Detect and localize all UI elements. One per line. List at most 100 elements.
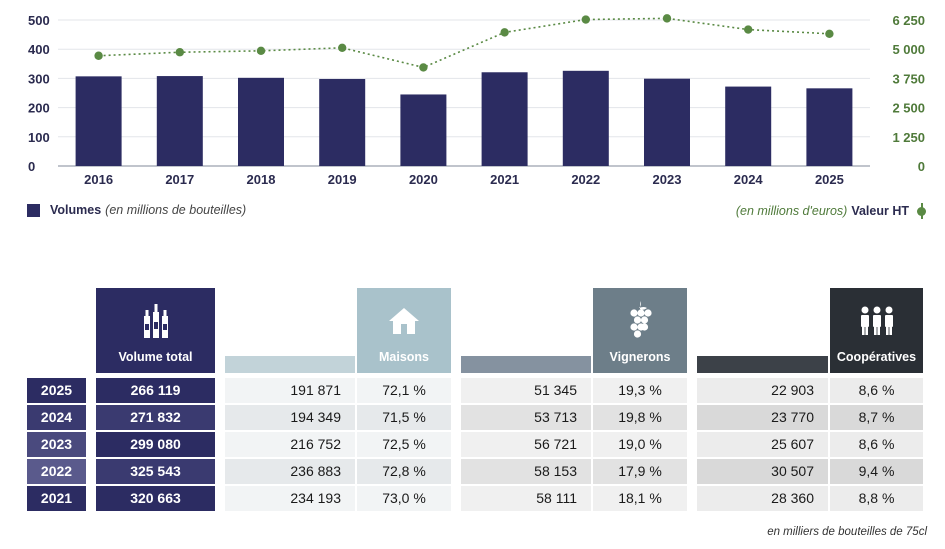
maisons-strip (225, 356, 355, 373)
table-row: 2025 266 119 191 871 72,1 % 51 345 19,3 % 22 9… (0, 378, 945, 403)
valeur-point-2023 (662, 14, 672, 23)
grapes-icon (593, 300, 687, 340)
y-left-tick-label: 500 (28, 13, 50, 28)
valeur-point-2024 (744, 25, 753, 34)
maisons-value: 216 752 (225, 432, 355, 457)
maisons-pct: 71,5 % (357, 405, 451, 430)
bar-2023 (644, 78, 690, 166)
bar-2025 (806, 88, 853, 166)
legend-valeur-label: Valeur HT (851, 204, 909, 218)
coop-value: 23 770 (697, 405, 828, 430)
header-maisons-label: Maisons (378, 350, 429, 364)
table-row: 2024 271 832 194 349 71,5 % 53 713 19,8 % 23 7… (0, 405, 945, 430)
year-cell: 2023 (27, 432, 86, 457)
maisons-pct: 72,5 % (357, 432, 451, 457)
total-cell: 299 080 (96, 432, 215, 457)
total-cell: 325 543 (96, 459, 215, 484)
valeur-point-2022 (581, 15, 590, 24)
legend-valeur-unit: (en millions d'euros) (735, 204, 848, 218)
vignerons-value: 51 345 (461, 378, 591, 403)
valeur-point-2025 (825, 29, 834, 38)
maisons-value: 236 883 (225, 459, 355, 484)
coop-strip (697, 356, 828, 373)
bar-2017 (156, 76, 203, 166)
header-total-label: Volume total (118, 350, 193, 364)
x-tick-label: 2017 (165, 172, 194, 187)
year-cell: 2021 (27, 486, 86, 511)
valeur-point-2020 (419, 63, 428, 72)
legend-volumes-label: Volumes (50, 203, 102, 217)
maisons-value: 191 871 (225, 378, 355, 403)
coop-value: 22 903 (697, 378, 828, 403)
vignerons-pct: 19,0 % (593, 432, 687, 457)
valeur-point-2017 (175, 48, 184, 57)
table-row: 2023 299 080 216 752 72,5 % 56 721 19,0 % 25 6… (0, 432, 945, 457)
table-row: 2022 325 543 236 883 72,8 % 58 153 17,9 % 30 5… (0, 459, 945, 484)
header-maisons: Maisons (357, 288, 451, 373)
legend-volumes-unit: (en millions de bouteilles) (105, 203, 247, 217)
maisons-pct: 73,0 % (357, 486, 451, 511)
maisons-value: 194 349 (225, 405, 355, 430)
coop-pct: 8,6 % (830, 378, 923, 403)
valeur-point-2016 (94, 51, 103, 60)
maisons-value: 234 193 (225, 486, 355, 511)
x-tick-label: 2018 (247, 172, 276, 187)
header-total: Volume total (96, 288, 215, 373)
vignerons-strip (461, 356, 591, 373)
coop-pct: 8,6 % (830, 432, 923, 457)
valeur-point-2018 (256, 46, 266, 56)
header-vignerons: Vignerons (593, 288, 687, 373)
house-icon (357, 306, 451, 336)
y-right-tick-label: 0 (918, 159, 925, 174)
bar-2018 (238, 77, 284, 166)
y-right-tick-label: 1 250 (892, 130, 925, 145)
table-footnote: en milliers de bouteilles de 75cl (767, 526, 927, 538)
vignerons-pct: 19,8 % (593, 405, 687, 430)
maisons-pct: 72,1 % (357, 378, 451, 403)
bar-2020 (400, 94, 447, 166)
year-cell: 2025 (27, 378, 86, 403)
vignerons-value: 58 111 (461, 486, 591, 511)
bar-2024 (725, 86, 772, 166)
x-tick-label: 2025 (815, 172, 844, 187)
x-tick-label: 2020 (409, 172, 438, 187)
y-right-tick-label: 5 000 (892, 42, 925, 57)
coop-value: 30 507 (697, 459, 828, 484)
vignerons-value: 58 153 (461, 459, 591, 484)
year-cell: 2024 (27, 405, 86, 430)
valeur-point-2019 (338, 43, 347, 52)
y-right-tick-label: 2 500 (892, 101, 925, 116)
year-cell: 2022 (27, 459, 86, 484)
total-cell: 271 832 (96, 405, 215, 430)
people-icon (830, 306, 923, 336)
combo-chart: 0 100 200 300 400 500 0 1 250 2 500 3 750 5 000 6 2… (28, 13, 925, 187)
vignerons-value: 56 721 (461, 432, 591, 457)
legend-volumes: Volumes (en millions de bouteilles) (27, 203, 246, 217)
y-left-tick-label: 100 (28, 130, 50, 145)
y-right-tick-label: 3 750 (892, 71, 925, 86)
coop-pct: 8,7 % (830, 405, 923, 430)
coop-pct: 8,8 % (830, 486, 923, 511)
volumes-swatch (27, 203, 40, 217)
y-left-tick-label: 0 (28, 159, 35, 174)
x-tick-label: 2024 (734, 172, 764, 187)
bar-2021 (481, 72, 528, 166)
x-tick-label: 2016 (84, 172, 113, 187)
x-tick-label: 2021 (490, 172, 519, 187)
coop-value: 28 360 (697, 486, 828, 511)
total-cell: 266 119 (96, 378, 215, 403)
y-left-tick-label: 300 (28, 71, 50, 86)
legend-valeur: (en millions d'euros) Valeur HT (736, 203, 927, 219)
y-left-tick-label: 400 (28, 42, 50, 57)
bar-2022 (562, 70, 609, 166)
x-tick-label: 2022 (571, 172, 600, 187)
x-tick-label: 2019 (328, 172, 357, 187)
coop-pct: 9,4 % (830, 459, 923, 484)
table-row: 2021 320 663 234 193 73,0 % 58 111 18,1 % 28 3… (0, 486, 945, 511)
y-left-tick-label: 200 (28, 101, 50, 116)
valeur-point-2021 (500, 28, 509, 37)
y-right-tick-label: 6 250 (892, 13, 925, 28)
bottles-icon (96, 302, 215, 340)
line-marker-icon (917, 203, 927, 219)
x-tick-label: 2023 (653, 172, 682, 187)
